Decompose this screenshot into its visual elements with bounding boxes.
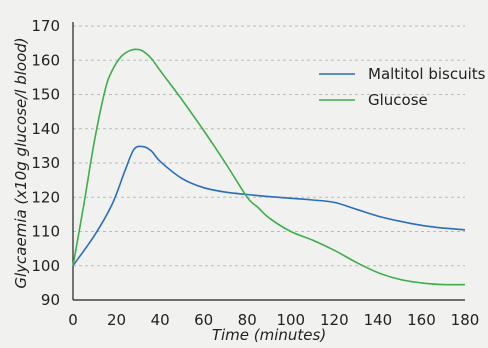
y-tick-labels: 90 100 110 120 130 140 150 160 170 (31, 17, 60, 309)
x-tick-label-120: 120 (320, 311, 349, 329)
x-tick-label-160: 160 (407, 311, 436, 329)
x-tick-labels: 0 20 40 60 80 100 120 140 160 180 (68, 311, 479, 329)
legend-label-maltitol-biscuits: Maltitol biscuits (368, 65, 486, 83)
x-axis-label: Time (minutes) (212, 326, 326, 344)
x-tick-label-140: 140 (364, 311, 393, 329)
y-tick-label-150: 150 (31, 86, 60, 104)
x-tick-label-0: 0 (68, 311, 78, 329)
y-tick-label-130: 130 (31, 154, 60, 172)
y-tick-label-100: 100 (31, 257, 60, 275)
y-tick-label-160: 160 (31, 51, 60, 69)
x-tick-label-60: 60 (194, 311, 213, 329)
series-lines (72, 48, 466, 286)
x-tick-label-100: 100 (276, 311, 305, 329)
y-tick-label-90: 90 (41, 291, 60, 309)
x-tick-label-180: 180 (451, 311, 480, 329)
x-tick-label-80: 80 (238, 311, 257, 329)
gridlines (73, 25, 465, 267)
y-tick-label-170: 170 (31, 17, 60, 35)
legend-label-glucose: Glucose (368, 91, 428, 109)
series-line-glucose (72, 48, 466, 286)
axes (72, 22, 465, 301)
x-tick-label-40: 40 (151, 311, 170, 329)
y-tick-label-110: 110 (31, 223, 60, 241)
legend: Maltitol biscuits Glucose (319, 65, 486, 109)
y-tick-label-140: 140 (31, 120, 60, 138)
series-line-maltitol-biscuits (72, 145, 466, 267)
x-tick-label-20: 20 (107, 311, 126, 329)
y-tick-label-120: 120 (31, 188, 60, 206)
y-axis-label: Glycaemia (x10g glucose/l blood) (12, 37, 30, 288)
